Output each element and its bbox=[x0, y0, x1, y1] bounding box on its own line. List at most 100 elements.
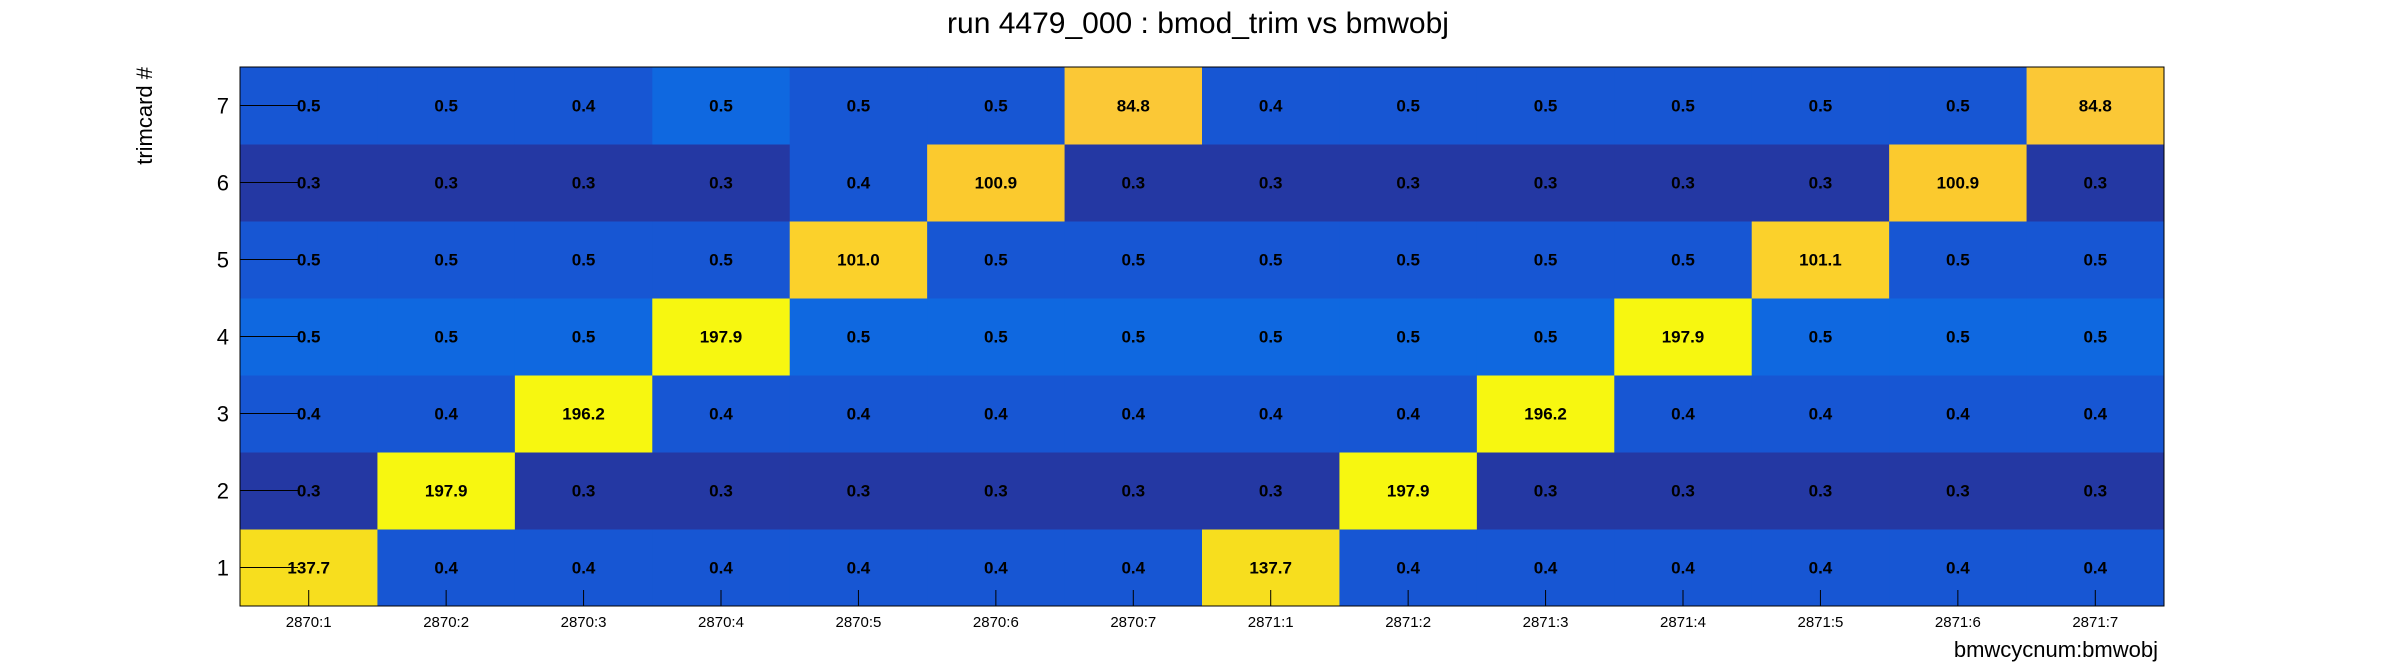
cell-value-label: 0.4 bbox=[1396, 559, 1420, 578]
heatmap-cell bbox=[377, 298, 516, 376]
heatmap-cell bbox=[652, 221, 791, 299]
cell-value-label: 197.9 bbox=[1387, 482, 1430, 501]
cell-value-label: 0.5 bbox=[572, 251, 596, 270]
heatmap-cell bbox=[1339, 67, 1478, 145]
heatmap-cell bbox=[1751, 452, 1890, 530]
cell-value-label: 0.5 bbox=[1946, 97, 1970, 116]
heatmap-cell bbox=[377, 221, 516, 299]
cell-value-label: 0.3 bbox=[297, 482, 321, 501]
cell-value-label: 0.4 bbox=[1671, 559, 1695, 578]
cell-value-label: 0.5 bbox=[984, 328, 1008, 347]
heatmap-cell bbox=[1339, 144, 1478, 222]
heatmap-cell bbox=[1064, 375, 1203, 453]
chart-title: run 4479_000 : bmod_trim vs bmwobj bbox=[947, 7, 1449, 40]
cell-value-label: 0.5 bbox=[1396, 97, 1420, 116]
cell-value-label: 101.1 bbox=[1799, 251, 1842, 270]
cell-value-label: 0.5 bbox=[572, 328, 596, 347]
cell-value-label: 0.4 bbox=[709, 559, 733, 578]
heatmap-cell bbox=[1064, 67, 1203, 145]
x-tick-label: 2871:7 bbox=[2072, 614, 2118, 631]
cell-value-label: 0.5 bbox=[984, 251, 1008, 270]
heatmap-cell bbox=[1751, 144, 1890, 222]
cell-value-label: 0.3 bbox=[1534, 482, 1558, 501]
cell-value-label: 0.3 bbox=[1396, 174, 1420, 193]
x-axis: 2870:1 2870:2 2870:3 2870:4 2870:5 2870:6 2870… bbox=[286, 590, 2118, 631]
heatmap-cell bbox=[514, 221, 653, 299]
heatmap-cell bbox=[1889, 221, 2028, 299]
y-tick-label: 6 bbox=[217, 171, 229, 196]
heatmap-cell bbox=[2026, 452, 2165, 530]
cell-value-label: 0.5 bbox=[709, 251, 733, 270]
cell-value-label: 0.3 bbox=[2083, 174, 2107, 193]
y-tick-label: 4 bbox=[217, 325, 229, 350]
heatmap-cell bbox=[1614, 67, 1753, 145]
heatmap-cell bbox=[377, 144, 516, 222]
cell-value-label: 0.3 bbox=[1809, 482, 1833, 501]
cell-value-label: 0.4 bbox=[572, 559, 596, 578]
cell-value-label: 0.4 bbox=[572, 97, 596, 116]
cell-value-label: 197.9 bbox=[1662, 328, 1705, 347]
heatmap-cell bbox=[1202, 67, 1340, 145]
x-tick-label: 2870:1 bbox=[286, 614, 332, 631]
x-tick-label: 2870:5 bbox=[835, 614, 881, 631]
y-tick-label: 5 bbox=[217, 248, 229, 273]
y-tick-label: 1 bbox=[217, 556, 229, 581]
cell-value-label: 196.2 bbox=[1524, 405, 1567, 424]
y-tick-label: 7 bbox=[217, 94, 229, 119]
cell-value-label: 100.9 bbox=[1937, 174, 1980, 193]
cell-value-label: 0.4 bbox=[984, 559, 1008, 578]
heatmap-cell bbox=[652, 452, 791, 530]
cell-value-label: 0.5 bbox=[1121, 251, 1145, 270]
cell-value-label: 0.3 bbox=[709, 174, 733, 193]
heatmap-cell bbox=[2026, 298, 2165, 376]
heatmap-cell bbox=[1889, 298, 2028, 376]
cell-value-label: 0.5 bbox=[297, 328, 321, 347]
heatmap-cell bbox=[927, 144, 1066, 222]
cell-value-label: 0.3 bbox=[2083, 482, 2107, 501]
heatmap-cell bbox=[789, 67, 928, 145]
heatmap-cell bbox=[1339, 452, 1478, 530]
cell-value-label: 0.5 bbox=[1534, 251, 1558, 270]
cell-value-label: 0.5 bbox=[1671, 97, 1695, 116]
cell-value-label: 0.5 bbox=[847, 328, 871, 347]
x-tick-label: 2871:3 bbox=[1523, 614, 1569, 631]
x-tick-label: 2870:2 bbox=[423, 614, 469, 631]
y-axis-title: trimcard # bbox=[132, 66, 157, 165]
x-tick-label: 2871:1 bbox=[1248, 614, 1294, 631]
heatmap-cell bbox=[1202, 144, 1340, 222]
x-tick-label: 2871:6 bbox=[1935, 614, 1981, 631]
heatmap-cell bbox=[1476, 221, 1615, 299]
heatmap-cell bbox=[377, 375, 516, 453]
heatmap-cell bbox=[1202, 221, 1340, 299]
cell-value-label: 0.4 bbox=[847, 174, 871, 193]
cell-value-label: 0.4 bbox=[2083, 405, 2107, 424]
x-tick-label: 2871:2 bbox=[1385, 614, 1431, 631]
y-tick-label: 3 bbox=[217, 402, 229, 427]
cell-value-label: 84.8 bbox=[2079, 97, 2112, 116]
cell-value-label: 0.3 bbox=[1121, 174, 1145, 193]
heatmap-cell bbox=[927, 221, 1066, 299]
heatmap-cell bbox=[652, 375, 791, 453]
cell-value-label: 197.9 bbox=[700, 328, 743, 347]
heatmap-cell bbox=[1339, 298, 1478, 376]
cell-value-label: 0.3 bbox=[1259, 482, 1283, 501]
heatmap-cell bbox=[2026, 375, 2165, 453]
heatmap-cell bbox=[2026, 221, 2165, 299]
cell-value-label: 0.3 bbox=[1259, 174, 1283, 193]
heatmap-cell bbox=[377, 452, 516, 530]
heatmap-cell bbox=[1889, 452, 2028, 530]
heatmap-cell bbox=[789, 298, 928, 376]
cell-value-label: 0.5 bbox=[1259, 251, 1283, 270]
cell-value-label: 0.5 bbox=[1946, 251, 1970, 270]
cell-value-label: 0.4 bbox=[847, 559, 871, 578]
cell-value-label: 0.4 bbox=[709, 405, 733, 424]
cell-value-label: 0.5 bbox=[1946, 328, 1970, 347]
heatmap-cell bbox=[1889, 375, 2028, 453]
heatmap-cell bbox=[377, 67, 516, 145]
cell-value-label: 0.4 bbox=[2083, 559, 2107, 578]
cell-value-label: 0.3 bbox=[1534, 174, 1558, 193]
heatmap-cell bbox=[1476, 375, 1615, 453]
cell-value-label: 0.4 bbox=[1259, 97, 1283, 116]
heatmap-cell bbox=[652, 67, 791, 145]
